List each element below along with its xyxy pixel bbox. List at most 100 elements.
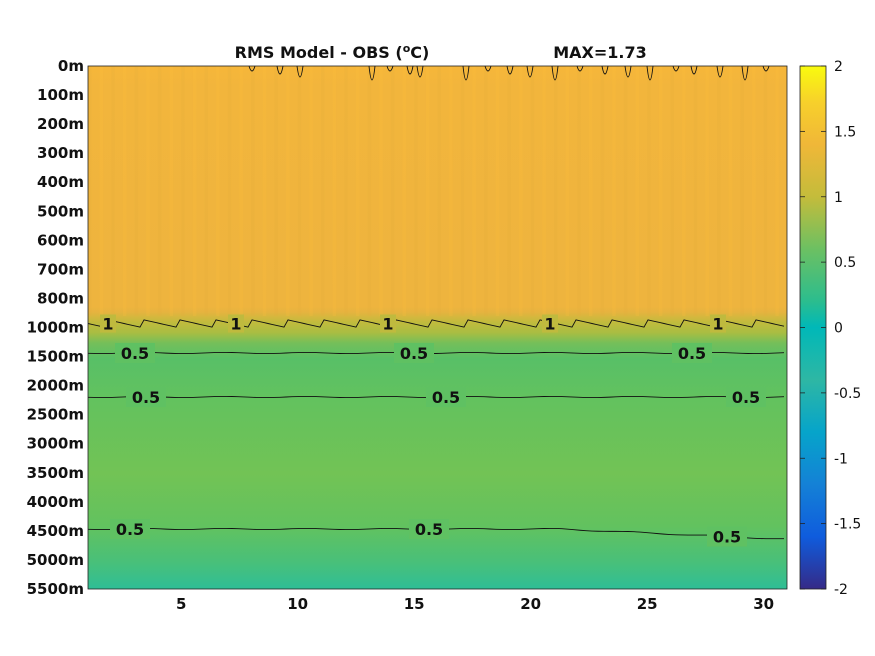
contour-label: 0.5: [713, 528, 741, 547]
texture-stripe: [670, 66, 674, 316]
contour-line-surface: [526, 66, 534, 78]
contour-label: 1: [382, 315, 393, 334]
texture-stripe: [367, 66, 372, 316]
x-tick-label: 15: [404, 595, 425, 613]
texture-stripe: [484, 66, 488, 316]
colorbar-tick-label: 2: [834, 59, 843, 75]
texture-stripe: [577, 66, 581, 316]
y-tick-label: 200m: [37, 115, 84, 133]
contour-line-surface: [368, 66, 376, 81]
contour-label-bg: [394, 343, 434, 363]
vertical-texture-stripes: [88, 66, 779, 316]
y-tick-label: 1500m: [27, 348, 84, 366]
contour-line-surface: [741, 66, 749, 81]
texture-stripe: [355, 66, 360, 316]
texture-stripe: [740, 66, 744, 316]
texture-stripe: [157, 66, 162, 316]
y-tick-label: 2500m: [27, 406, 84, 424]
colorbar-tick-label: -0.5: [834, 386, 861, 402]
contour-line-surface: [762, 66, 770, 72]
texture-stripe: [623, 66, 628, 316]
y-tick-label: 1000m: [27, 319, 84, 337]
texture-stripe: [379, 66, 383, 316]
contour-label: 0.5: [432, 388, 460, 407]
texture-stripe: [600, 66, 605, 316]
y-tick-label: 800m: [37, 289, 84, 307]
texture-stripe: [251, 66, 255, 316]
contour-line-surface: [716, 66, 724, 78]
texture-stripe: [728, 66, 733, 316]
contour-line-1: [88, 319, 785, 328]
contour-line-surface: [576, 66, 584, 72]
contour-label-bg: [228, 314, 244, 333]
contour-line-surface: [646, 66, 654, 81]
contour-line-surface: [416, 66, 424, 78]
texture-stripe: [286, 66, 290, 316]
texture-stripe: [507, 66, 511, 316]
x-tick-label: 5: [176, 595, 186, 613]
contour-line-surface: [672, 66, 680, 72]
colorbar-tick-label: 1.5: [834, 124, 856, 140]
colorbar-tick-label: 0: [834, 321, 843, 337]
y-tick-label: 700m: [37, 260, 84, 278]
contour-label: 1: [230, 315, 241, 334]
texture-stripe: [647, 66, 651, 316]
contour-line-surface: [406, 66, 414, 75]
texture-stripe: [146, 66, 150, 316]
contour-label: 0.5: [121, 344, 149, 363]
contour-label: 0.5: [132, 388, 160, 407]
texture-stripe: [344, 66, 348, 316]
texture-stripe: [612, 66, 616, 316]
colorbar-tick-label: -1.5: [834, 517, 861, 533]
contour-label: 1: [102, 315, 113, 334]
contour-line-surface: [484, 66, 492, 72]
texture-stripe: [752, 66, 756, 316]
contour-line-surface: [248, 66, 256, 72]
y-tick-label: 5500m: [27, 580, 84, 598]
texture-stripe: [227, 66, 232, 316]
contour-line-surface: [601, 66, 609, 75]
heatmap-field: 1 1 1 1 1 0.5 0.5 0.5 0.5 0.5 0.5 0.5 0.5 0.5: [88, 66, 787, 589]
texture-stripe: [472, 66, 476, 316]
chart-title: RMS Model - OBS (oC): [235, 42, 430, 62]
colorbar-tick-label: 1: [834, 190, 843, 206]
contour-line-surface: [386, 66, 394, 72]
texture-stripe: [169, 66, 174, 316]
colorbar-tick-labels: 2 1.5 1 0.5 0 -0.5 -1 -1.5 -2: [800, 59, 861, 598]
contour-label-bg: [126, 387, 166, 407]
texture-stripe: [542, 66, 546, 316]
texture-stripe: [390, 66, 395, 316]
contour-line-surface: [506, 66, 514, 75]
contour-line-surface: [462, 66, 470, 81]
contour-lines: 1 1 1 1 1 0.5 0.5 0.5 0.5 0.5 0.5 0.5 0.5 0.5: [88, 66, 785, 547]
texture-stripe: [321, 66, 325, 316]
contour-label-bg: [710, 314, 726, 333]
y-tick-label: 100m: [37, 86, 84, 104]
texture-stripe: [402, 66, 407, 316]
contour-label: 1: [544, 315, 555, 334]
contour-label-bg: [672, 343, 712, 363]
contour-label-bg: [110, 519, 150, 539]
y-tick-label: 2000m: [27, 377, 84, 395]
y-tick-label: 3500m: [27, 464, 84, 482]
texture-stripe: [554, 66, 558, 316]
x-tick-label: 30: [753, 595, 774, 613]
texture-stripe: [239, 66, 243, 316]
texture-stripe: [635, 66, 640, 316]
texture-stripe: [134, 66, 139, 316]
y-tick-label: 600m: [37, 231, 84, 249]
y-tick-label: 300m: [37, 144, 84, 162]
texture-stripe: [530, 66, 535, 316]
texture-stripe: [682, 66, 686, 316]
contour-label: 0.5: [678, 344, 706, 363]
contour-label-bg: [380, 314, 396, 333]
texture-stripe: [297, 66, 302, 316]
texture-stripe: [565, 66, 570, 316]
contour-label-bg: [115, 343, 155, 363]
contour-label: 1: [712, 315, 723, 334]
colorbar-tick-label: -1: [834, 451, 848, 467]
colorbar-tick-label: -2: [834, 582, 848, 598]
contour-label-bg: [100, 314, 116, 333]
texture-stripe: [588, 66, 593, 316]
